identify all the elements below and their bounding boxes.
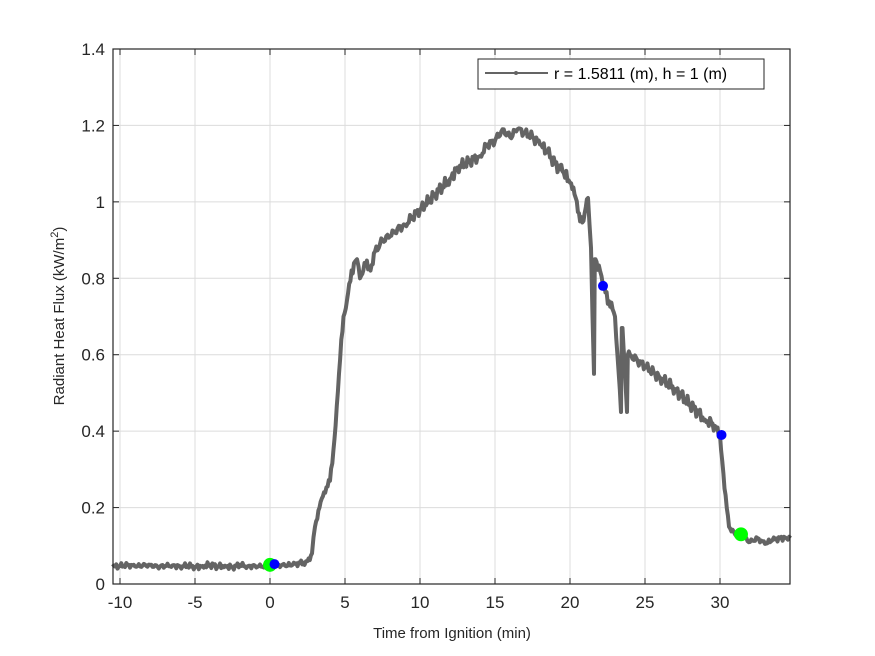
legend-marker-icon xyxy=(514,71,518,75)
event-markers xyxy=(263,280,748,572)
x-axis-label: Time from Ignition (min) xyxy=(373,625,531,642)
event-marker xyxy=(716,429,727,440)
y-axis-label-close: ) xyxy=(51,227,68,232)
x-tick-label: -10 xyxy=(108,593,133,612)
y-tick-label: 1.4 xyxy=(81,40,105,59)
x-tick-label: -5 xyxy=(187,593,202,612)
y-tick-label: 1 xyxy=(96,193,105,212)
x-tick-label: 15 xyxy=(486,593,505,612)
x-tick-label: 30 xyxy=(711,593,730,612)
x-tick-label: 5 xyxy=(340,593,349,612)
y-tick-label: 0.2 xyxy=(81,499,105,518)
event-marker xyxy=(269,559,280,570)
y-axis-label-superscript: 2 xyxy=(49,232,61,238)
y-axis-label: Radiant Heat Flux (kW/m2) xyxy=(49,227,68,406)
legend-entry: r = 1.5811 (m), h = 1 (m) xyxy=(554,66,727,83)
plot-area xyxy=(113,49,790,584)
y-tick-label: 0.4 xyxy=(81,422,105,441)
axes: -10 -5 0 5 10 15 20 25 30 0 0.2 0.4 0.6 0.8 1 1.2 1.4 xyxy=(81,40,792,612)
event-marker xyxy=(598,280,608,291)
data-series xyxy=(111,126,792,572)
y-tick-label: 0 xyxy=(96,575,105,594)
x-tick-label: 10 xyxy=(411,593,430,612)
y-tick-labels: 0 0.2 0.4 0.6 0.8 1 1.2 1.4 xyxy=(81,40,105,594)
x-tick-label: 0 xyxy=(265,593,274,612)
y-tick-label: 0.8 xyxy=(81,269,105,288)
series-line-core xyxy=(111,127,792,572)
ticks xyxy=(113,48,790,585)
axes-box xyxy=(112,48,791,585)
y-tick-label: 1.2 xyxy=(81,116,105,135)
y-axis-label-main: Radiant Heat Flux (kW/m xyxy=(51,238,68,406)
event-marker xyxy=(734,527,748,542)
x-tick-label: 25 xyxy=(636,593,655,612)
y-tick-label: 0.6 xyxy=(81,346,105,365)
legend: r = 1.5811 (m), h = 1 (m) xyxy=(477,58,765,90)
x-tick-labels: -10 -5 0 5 10 15 20 25 30 xyxy=(108,593,730,612)
x-tick-label: 20 xyxy=(561,593,580,612)
